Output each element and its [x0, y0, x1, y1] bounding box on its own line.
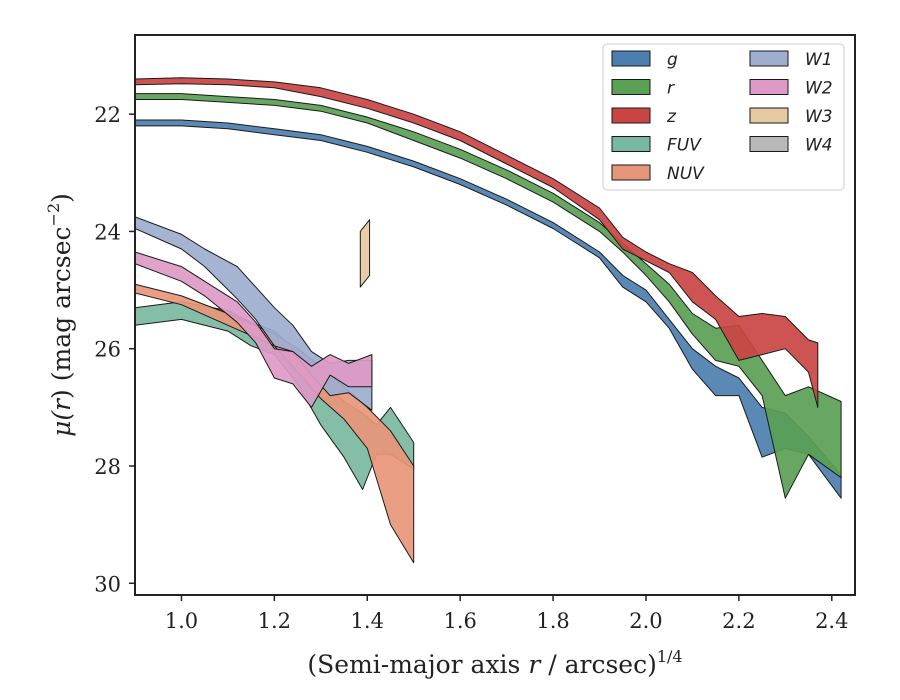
band-w1 [135, 216, 373, 411]
band-w2 [135, 251, 373, 408]
band-r [135, 93, 842, 499]
band-g [135, 119, 842, 499]
legend-item-w1: W1 [749, 50, 833, 70]
legend-swatch [749, 79, 789, 95]
legend-swatch [611, 136, 651, 152]
legend-swatch [611, 50, 651, 67]
legend-swatch [749, 107, 789, 124]
x-tick-label: 1.6 [443, 609, 476, 633]
legend-item-w2: W2 [749, 79, 833, 99]
legend-swatch [611, 107, 651, 124]
legend-swatch [749, 50, 789, 67]
legend-label: W3 [805, 107, 833, 127]
x-tick-label: 1.4 [351, 609, 384, 633]
legend-label: FUV [667, 136, 702, 156]
band-w3 [359, 219, 371, 288]
legend-label: W1 [805, 50, 833, 70]
x-tick-label: 1.8 [536, 609, 569, 633]
y-tick-label: 26 [94, 338, 121, 362]
x-tick-label: 2.2 [722, 609, 755, 633]
band-z [135, 77, 819, 408]
plot-area [135, 77, 842, 564]
legend-swatch [611, 79, 651, 95]
legend-label: W2 [805, 79, 833, 99]
x-axis-title: (Semi-major axis r / arcsec)1/4 [307, 647, 682, 679]
legend-item-fuv: FUV [611, 136, 702, 156]
x-tick-label: 1.0 [165, 609, 198, 633]
x-tick-label: 1.2 [258, 609, 291, 633]
legend-label: W4 [805, 136, 833, 156]
legend-item-z: z [611, 107, 677, 127]
plot-frame [134, 34, 856, 596]
y-tick-label: 30 [94, 572, 121, 596]
legend-item-w3: W3 [749, 107, 833, 127]
legend-item-w4: W4 [749, 136, 833, 156]
legend-item-r: r [611, 79, 675, 99]
legend-swatch [611, 164, 651, 181]
legend-item-nuv: NUV [611, 164, 705, 184]
series-bands [135, 77, 842, 564]
legend-label: NUV [667, 164, 705, 184]
legend-label: r [667, 79, 675, 99]
y-axis-title: μ(r) (mag arcsec−2) [44, 193, 76, 437]
y-tick-label: 28 [94, 455, 121, 479]
legend: grz FUV NUV W1 W2 W3 W4 [602, 43, 845, 191]
legend-swatch [749, 136, 789, 152]
y-tick-label: 24 [94, 220, 121, 244]
legend-item-g: g [611, 50, 678, 70]
y-tick-label: 22 [94, 103, 121, 127]
x-tick-label: 2.0 [629, 609, 662, 633]
x-tick-label: 2.4 [815, 609, 848, 633]
legend-label: z [666, 107, 677, 127]
axes: 1.0 1.2 1.4 1.6 1.8 2.0 2.2 2.4 22 24 26 28 30 [94, 34, 856, 633]
legend-label: g [667, 50, 678, 70]
